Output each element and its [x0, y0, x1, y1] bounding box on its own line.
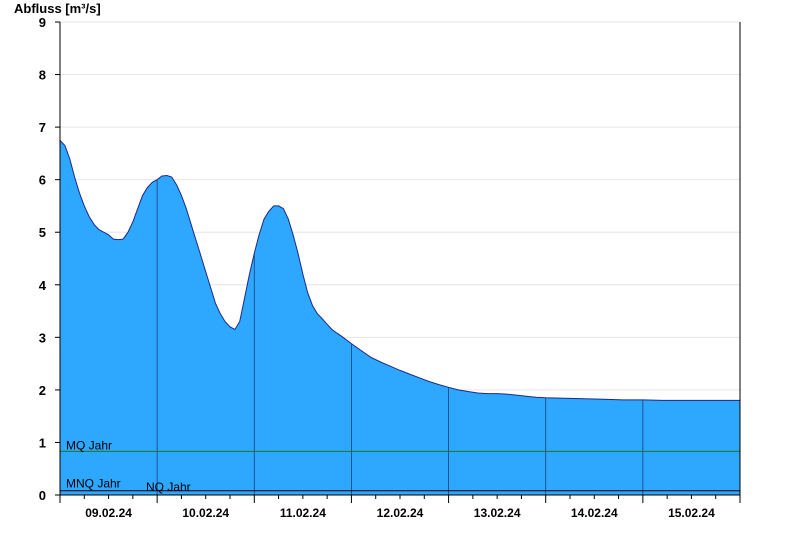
y-tick-label: 8 — [39, 68, 46, 83]
discharge-area — [60, 140, 740, 495]
y-tick-label: 0 — [39, 488, 46, 503]
x-tick-label: 12.02.24 — [377, 506, 424, 520]
y-tick-label: 4 — [39, 278, 47, 293]
x-tick-label: 14.02.24 — [571, 506, 618, 520]
x-tick-label: 13.02.24 — [474, 506, 521, 520]
y-tick-label: 2 — [39, 383, 46, 398]
y-tick-label: 7 — [39, 120, 46, 135]
nq-label: NQ Jahr — [146, 480, 191, 494]
mq-label: MQ Jahr — [66, 438, 112, 452]
area-layer — [60, 140, 740, 495]
x-tick-label: 09.02.24 — [85, 506, 132, 520]
y-tick-label: 3 — [39, 330, 46, 345]
mnq-label: MNQ Jahr — [66, 476, 121, 490]
y-ticks: 0 1 2 3 4 5 6 7 8 9 — [39, 15, 60, 503]
y-tick-label: 1 — [39, 435, 46, 450]
y-tick-label: 5 — [39, 225, 46, 240]
x-ticks: 09.02.24 10.02.24 11.02.24 12.02.24 13.02.24… — [60, 495, 740, 520]
x-tick-label: 11.02.24 — [280, 506, 326, 520]
y-tick-label: 9 — [39, 15, 46, 30]
x-tick-label: 10.02.24 — [182, 506, 229, 520]
y-tick-label: 6 — [39, 173, 46, 188]
x-tick-label: 15.02.24 — [668, 506, 715, 520]
chart-title: Abfluss [m³/s] — [14, 1, 101, 16]
